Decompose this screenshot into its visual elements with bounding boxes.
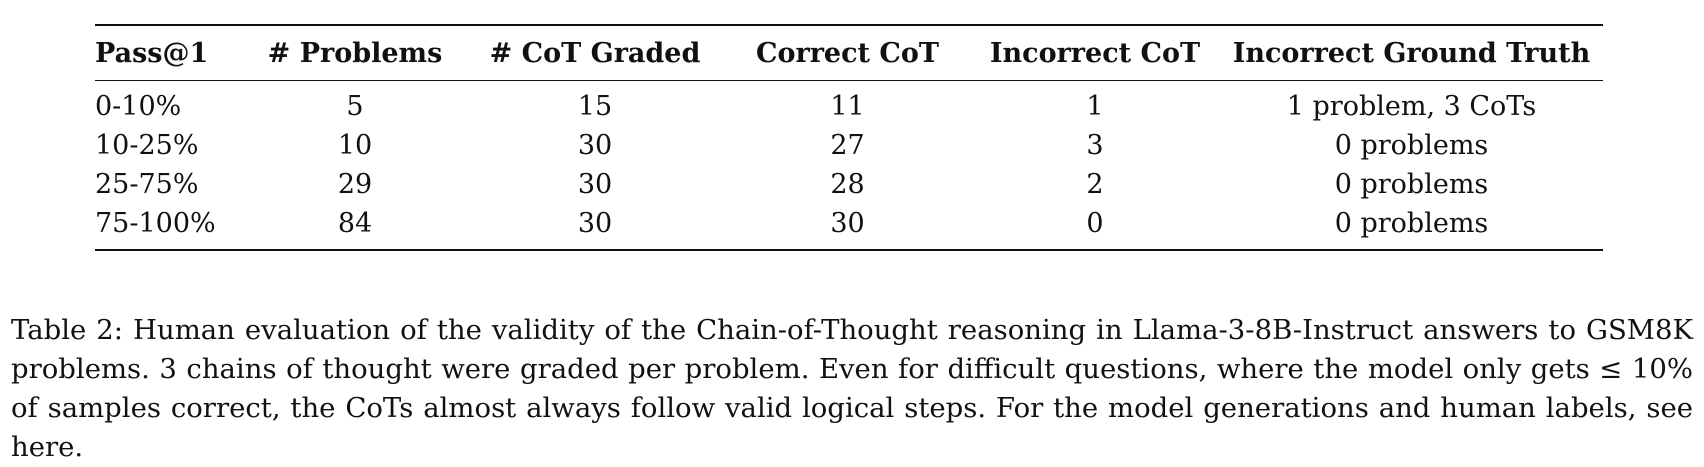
cell-correct-cot: 27 xyxy=(830,130,865,161)
table-row: 0-10% 5 15 11 1 1 problem, 3 CoTs xyxy=(95,81,1603,127)
cell-cot-graded: 30 xyxy=(577,169,613,200)
cell-num-problems: 84 xyxy=(337,208,373,239)
header-incorrect-cot: Incorrect CoT xyxy=(989,37,1201,69)
cell-correct-cot: 28 xyxy=(830,169,865,200)
cell-incorrect-cot: 2 xyxy=(1086,169,1104,200)
cell-pass-range: 25-75% xyxy=(95,169,199,200)
header-cot-graded: # CoT Graded xyxy=(489,37,701,69)
table-row: 10-25% 10 30 27 3 0 problems xyxy=(95,126,1603,165)
cell-incorrect-ground-truth: 0 problems xyxy=(1334,208,1489,239)
cell-incorrect-cot: 1 xyxy=(1086,91,1104,122)
cell-incorrect-ground-truth: 0 problems xyxy=(1334,169,1489,200)
cell-cot-graded: 30 xyxy=(577,130,613,161)
cell-num-problems: 10 xyxy=(337,130,373,161)
results-table-container: Pass@1 # Problems # CoT Graded Correct C… xyxy=(95,24,1603,251)
cell-incorrect-ground-truth: 1 problem, 3 CoTs xyxy=(1286,91,1537,122)
cell-incorrect-cot: 3 xyxy=(1086,130,1104,161)
table-row: 25-75% 29 30 28 2 0 problems xyxy=(95,165,1603,204)
cell-pass-range: 0-10% xyxy=(95,91,182,122)
cell-incorrect-cot: 0 xyxy=(1086,208,1104,239)
header-num-problems: # Problems xyxy=(267,37,443,69)
cell-pass-range: 75-100% xyxy=(95,208,216,239)
cell-pass-range: 10-25% xyxy=(95,130,199,161)
header-correct-cot: Correct CoT xyxy=(755,37,940,69)
cell-num-problems: 5 xyxy=(346,91,364,122)
cell-cot-graded: 15 xyxy=(577,91,613,122)
table-header-row: Pass@1 # Problems # CoT Graded Correct C… xyxy=(95,25,1603,81)
header-pass-at-1: Pass@1 xyxy=(95,37,209,69)
header-incorrect-ground-truth: Incorrect Ground Truth xyxy=(1232,37,1591,69)
table-row: 75-100% 84 30 30 0 0 problems xyxy=(95,204,1603,250)
cell-num-problems: 29 xyxy=(337,169,373,200)
cell-incorrect-ground-truth: 0 problems xyxy=(1334,130,1489,161)
table-caption: Table 2: Human evaluation of the validit… xyxy=(11,313,1693,463)
cell-cot-graded: 30 xyxy=(577,208,613,239)
results-table: Pass@1 # Problems # CoT Graded Correct C… xyxy=(95,24,1603,251)
cell-correct-cot: 30 xyxy=(830,208,865,239)
cell-correct-cot: 11 xyxy=(830,91,865,122)
